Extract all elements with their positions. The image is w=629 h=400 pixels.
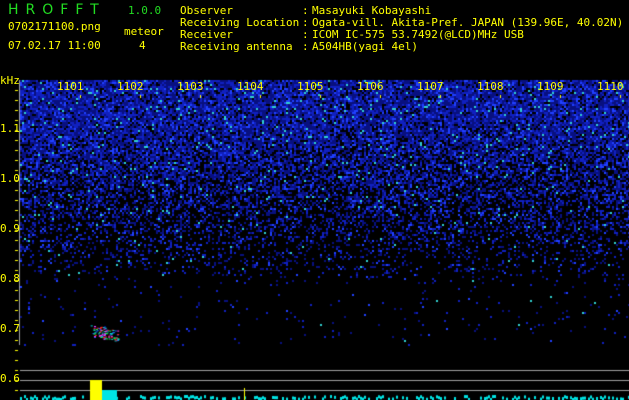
x-tick-label: 1101 <box>57 80 84 93</box>
x-tick-label: 1109 <box>537 80 564 93</box>
x-tick-label: 1102 <box>117 80 144 93</box>
info-value: A504HB(yagi 4el) <box>312 40 418 53</box>
x-tick-label: 1105 <box>297 80 324 93</box>
info-value: Masayuki Kobayashi <box>312 4 432 17</box>
info-sep: : <box>302 4 309 17</box>
app-version: 1.0.0 <box>128 4 162 17</box>
info-sep: : <box>302 16 309 29</box>
x-tick-label: 1104 <box>237 80 264 93</box>
y-unit-label: kHz <box>0 74 20 87</box>
y-tick-label: 0.6 <box>0 372 20 385</box>
info-sep: : <box>302 28 309 41</box>
info-sep: : <box>302 40 309 53</box>
info-label: Receiving antenna <box>180 40 293 53</box>
x-tick-label: 1107 <box>417 80 444 93</box>
x-tick-label: 1110 <box>597 80 624 93</box>
x-tick-label: 1103 <box>177 80 204 93</box>
info-label: Receiving Location <box>180 16 300 29</box>
filename: 0702171100.png <box>8 20 101 33</box>
info-value: Ogata-vill. Akita-Pref. JAPAN (139.96E, … <box>312 16 624 29</box>
meteor-count: 4 <box>139 39 146 52</box>
y-tick-label: 0.9 <box>0 222 20 235</box>
y-tick-label: 1.1 <box>0 122 20 135</box>
y-tick-label: 0.8 <box>0 272 20 285</box>
info-value: ICOM IC-575 53.7492(@LCD)MHz USB <box>312 28 524 41</box>
y-tick-label: 0.7 <box>0 322 20 335</box>
x-tick-label: 1108 <box>477 80 504 93</box>
info-label: Observer <box>180 4 233 17</box>
meteor-label: meteor <box>124 25 164 38</box>
y-tick-label: 1.0 <box>0 172 20 185</box>
info-label: Receiver <box>180 28 233 41</box>
x-tick-label: 1106 <box>357 80 384 93</box>
datetime: 07.02.17 11:00 <box>8 39 101 52</box>
app-title: HROFFT <box>8 2 106 18</box>
